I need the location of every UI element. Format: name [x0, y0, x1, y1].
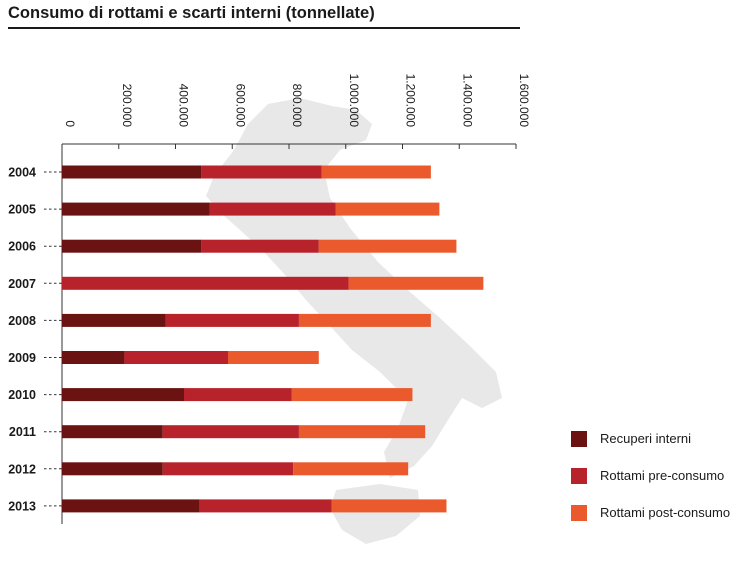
bar-segment	[62, 462, 163, 476]
legend-label: Recuperi interni	[600, 431, 692, 446]
bar-segment	[162, 462, 294, 476]
bar-segment	[184, 388, 292, 402]
x-tick-label: 1.000.000	[347, 74, 361, 128]
bar-segment	[293, 462, 409, 476]
bar-segment	[227, 351, 319, 364]
bar-segment	[348, 276, 484, 290]
bar-segment	[298, 313, 431, 327]
bar-segment	[62, 165, 202, 179]
bar-segment	[62, 202, 210, 216]
y-tick-label: 2004	[8, 166, 36, 180]
legend-label: Rottami post-consumo	[600, 505, 731, 520]
x-tick-label: 400.000	[177, 84, 191, 128]
y-tick-label: 2012	[8, 462, 36, 476]
bar-segment	[165, 313, 299, 327]
x-tick-label: 800.000	[290, 84, 304, 128]
legend-item: Rottami post-consumo	[571, 494, 730, 531]
bar-segment	[62, 239, 202, 253]
legend-swatch	[571, 430, 587, 447]
bar-segment	[331, 499, 447, 513]
x-tick-label: 200.000	[120, 84, 134, 128]
y-tick-label: 2006	[8, 240, 36, 254]
bar-segment	[201, 239, 319, 253]
sicily-silhouette	[330, 484, 420, 544]
bar-segment	[162, 425, 299, 439]
x-tick-label: 1.200.000	[404, 74, 418, 128]
y-tick-label: 2013	[8, 499, 36, 513]
bar-segment	[321, 165, 431, 179]
legend-swatch	[571, 467, 587, 484]
y-tick-label: 2010	[8, 388, 36, 402]
x-tick-label: 1.600.000	[517, 74, 531, 128]
x-tick-label: 600.000	[233, 84, 247, 128]
bar-segment	[298, 425, 426, 439]
y-tick-label: 2007	[8, 277, 36, 291]
bar-segment	[62, 425, 163, 439]
y-tick-label: 2011	[9, 425, 36, 439]
y-tick-label: 2009	[8, 351, 36, 365]
chart-title: Consumo di rottami e scarti interni (ton…	[8, 4, 375, 22]
bar-segment	[62, 351, 125, 364]
bar-segment	[335, 202, 440, 216]
bar-segment	[124, 351, 228, 364]
y-tick-label: 2008	[8, 314, 36, 328]
bar-segment	[62, 276, 349, 290]
bar-segment	[209, 202, 336, 216]
bar-segment	[318, 239, 457, 253]
bar-segment	[201, 165, 322, 179]
bar-segment	[291, 388, 413, 402]
y-tick-label: 2005	[8, 203, 36, 217]
legend-item: Rottami pre-consumo	[571, 457, 730, 494]
legend-label: Rottami pre-consumo	[600, 468, 725, 483]
bar-segment	[62, 499, 200, 513]
bar-segment	[62, 313, 166, 327]
legend-swatch	[571, 504, 587, 521]
title-rule	[8, 27, 520, 29]
x-tick-label: 1.400.000	[460, 74, 474, 128]
legend: Recuperi interni Rottami pre-consumo Rotta…	[571, 420, 730, 531]
bar-segment	[62, 388, 185, 402]
x-tick-label: 0	[63, 120, 77, 127]
bar-segment	[199, 499, 332, 513]
legend-item: Recuperi interni	[571, 420, 730, 457]
